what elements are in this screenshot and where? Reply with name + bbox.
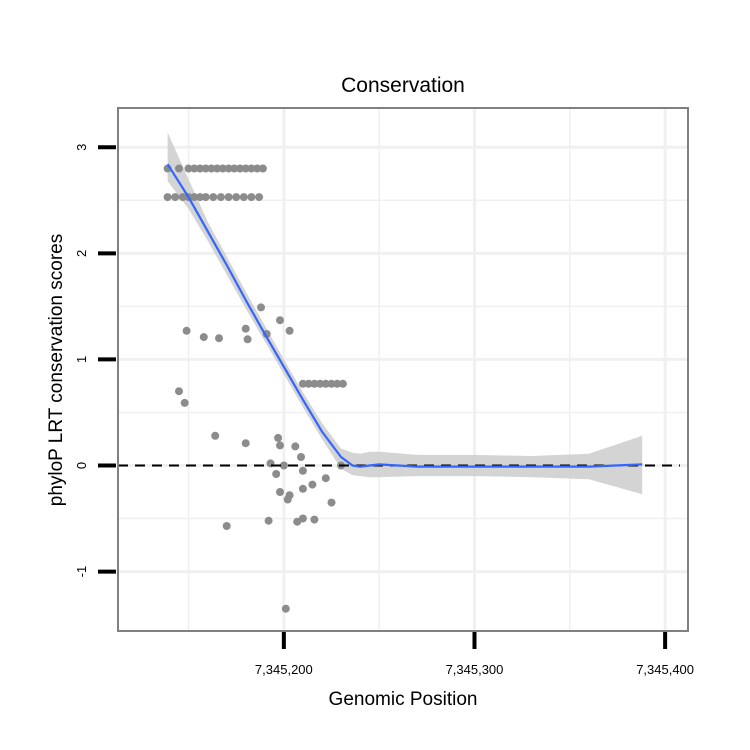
data-point xyxy=(199,333,208,342)
x-axis-label: Genomic Position xyxy=(329,689,478,710)
y-tick-label: -1 xyxy=(74,566,89,578)
data-point xyxy=(196,164,204,173)
data-point xyxy=(298,514,307,523)
data-point xyxy=(224,164,233,173)
data-point xyxy=(175,387,183,396)
data-point xyxy=(276,441,284,450)
data-point xyxy=(276,316,284,325)
data-point xyxy=(175,164,183,173)
data-point xyxy=(178,193,187,202)
data-point xyxy=(241,439,250,448)
data-point xyxy=(279,461,288,470)
x-tick-label: 7,345,400 xyxy=(636,662,694,677)
data-point xyxy=(274,433,283,442)
data-point xyxy=(297,453,305,461)
data-point xyxy=(298,466,307,475)
data-point xyxy=(207,164,216,173)
data-point xyxy=(283,495,292,504)
data-point xyxy=(180,398,189,407)
x-tick-label: 7,345,300 xyxy=(446,662,504,677)
data-point xyxy=(241,324,250,333)
data-point xyxy=(308,480,317,489)
y-tick-label: 0 xyxy=(74,462,89,469)
data-point xyxy=(184,164,193,173)
data-points-layer xyxy=(163,164,347,613)
data-point xyxy=(272,470,281,478)
data-point xyxy=(215,334,223,343)
data-point xyxy=(327,379,336,388)
data-point xyxy=(209,193,218,202)
data-point xyxy=(255,193,264,202)
data-point xyxy=(316,379,325,388)
data-point xyxy=(321,474,330,483)
data-point xyxy=(236,164,244,173)
x-axis: 7,345,200 7,345,300 7,345,400 xyxy=(255,632,694,677)
data-point xyxy=(171,193,180,202)
y-tick-label: 3 xyxy=(74,144,89,151)
data-point xyxy=(211,431,220,440)
data-point xyxy=(338,379,347,388)
y-axis-label: phyloP LRT conservation scores xyxy=(46,234,67,507)
data-point xyxy=(182,326,191,335)
data-point xyxy=(281,604,290,613)
data-point xyxy=(321,379,330,388)
data-point xyxy=(304,379,313,388)
data-point xyxy=(258,164,267,173)
data-point xyxy=(285,326,294,335)
data-point xyxy=(298,379,307,388)
data-point xyxy=(230,164,239,173)
data-point xyxy=(243,335,252,344)
y-tick-label: 2 xyxy=(74,250,89,257)
data-point xyxy=(239,193,248,202)
y-axis: -1 0 1 2 3 xyxy=(74,144,116,578)
data-point xyxy=(190,193,199,202)
data-point xyxy=(190,164,199,173)
data-point xyxy=(218,164,227,173)
data-point xyxy=(241,164,250,173)
plot-panel-border xyxy=(117,107,689,632)
y-tick-label: 1 xyxy=(74,356,89,363)
data-point xyxy=(196,193,204,202)
data-point xyxy=(298,484,307,493)
data-point xyxy=(247,164,256,173)
data-point xyxy=(213,164,222,173)
data-point xyxy=(310,515,319,524)
data-point xyxy=(310,379,319,388)
data-point xyxy=(216,193,225,202)
data-point xyxy=(291,442,300,451)
data-point xyxy=(201,164,210,173)
confidence-ribbon xyxy=(167,132,643,495)
data-point xyxy=(163,193,172,202)
data-point xyxy=(253,164,262,173)
data-point xyxy=(232,193,241,202)
data-point xyxy=(247,193,256,202)
chart-title: Conservation xyxy=(341,74,465,97)
smooth-fit-line xyxy=(166,163,643,468)
data-point xyxy=(327,498,336,507)
data-point xyxy=(224,193,233,202)
data-point xyxy=(276,488,284,496)
smooth-line-layer xyxy=(166,163,643,468)
data-point xyxy=(333,379,342,388)
data-point xyxy=(257,303,265,312)
data-point xyxy=(264,516,273,525)
confidence-ribbon-layer xyxy=(167,132,643,495)
x-tick-label: 7,345,200 xyxy=(255,662,313,677)
data-point xyxy=(222,522,231,530)
data-point xyxy=(201,193,210,202)
